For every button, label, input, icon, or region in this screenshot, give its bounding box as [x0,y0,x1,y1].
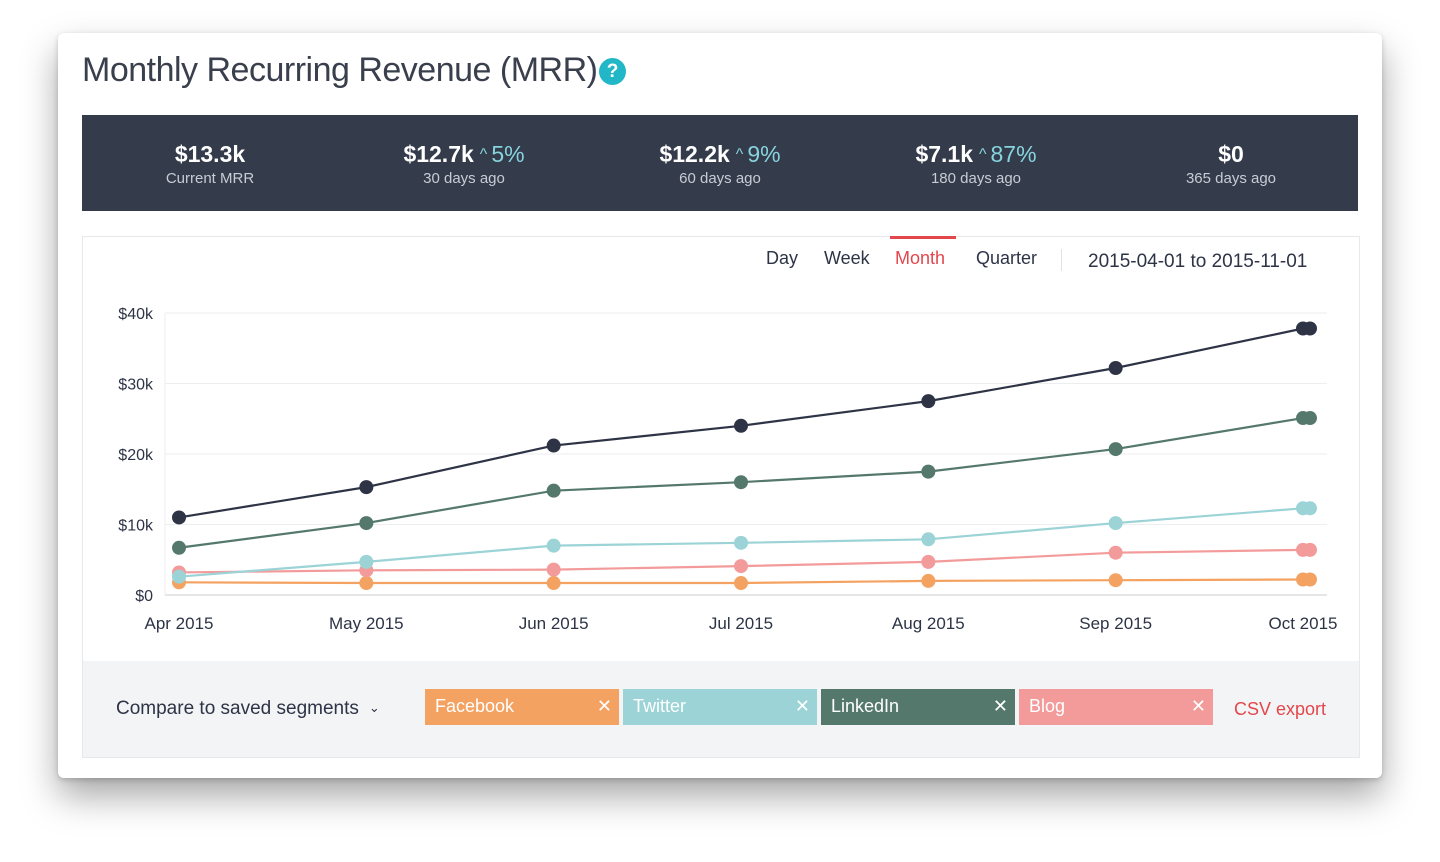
csv-export-link[interactable]: CSV export [1234,699,1327,719]
period-month[interactable]: Month [895,248,946,268]
data-point [172,510,186,525]
stat-label: 180 days ago [930,170,1022,187]
data-point [1108,516,1123,531]
caret-up-icon: ^ [979,146,987,163]
stat-value: $0 [1218,141,1244,167]
data-point [734,576,748,591]
data-point [1108,545,1123,560]
remove-segment-icon[interactable]: ✕ [1190,696,1206,716]
x-tick-label: Aug 2015 [892,614,965,633]
data-point-end [1303,321,1317,336]
caret-up-icon: ^ [735,146,744,163]
data-point [359,516,374,531]
y-tick-label: $10k [118,518,154,535]
stat-change: 5% [491,141,525,167]
data-point [1108,360,1123,375]
x-tick-label: Oct 2015 [1269,614,1338,633]
stat-365-days: $0 365 days ago [1111,141,1351,187]
data-point-end [1303,542,1317,557]
segment-label: Facebook [435,696,515,716]
data-point-end [1303,411,1317,426]
data-point [359,480,374,495]
y-tick-label: $40k [118,306,154,323]
page-title: Monthly Recurring Revenue (MRR) [82,51,598,89]
segment-tag-blog[interactable]: Blog ✕ [1019,689,1213,725]
x-tick-label: Jun 2015 [519,614,589,633]
data-point [546,438,561,453]
stat-180-days: $7.1k ^ 87% 180 days ago [856,141,1096,187]
stat-30-days: $12.7k ^ 5% 30 days ago [344,141,584,187]
stat-value: $12.7k [403,141,474,167]
compare-segments-dropdown[interactable]: Compare to saved segments ⌄ [116,698,380,720]
segment-label: Twitter [633,696,687,716]
data-point [734,475,748,490]
segment-tag-facebook[interactable]: Facebook ✕ [425,689,619,725]
data-point [921,532,936,547]
stat-current-mrr: $13.3k Current MRR [90,141,330,187]
data-point [734,559,748,574]
segment-label: LinkedIn [831,696,900,716]
segment-tag-twitter[interactable]: Twitter ✕ [623,689,817,725]
y-tick-label: $0 [135,588,153,605]
help-icon[interactable]: ? [599,58,626,85]
data-point [1108,442,1123,457]
segments-footer: Compare to saved segments ⌄ Facebook ✕ Tw… [83,661,1359,757]
stat-label: Current MRR [165,170,255,187]
chevron-down-icon: ⌄ [368,700,380,715]
data-point [921,573,936,588]
data-point [172,569,186,584]
stat-change: 9% [747,141,781,167]
chart-panel: Day Week Month Quarter 2015-04-01 to 201… [82,236,1360,758]
period-quarter[interactable]: Quarter [976,248,1038,268]
y-tick-label: $20k [118,447,154,464]
x-tick-label: Jul 2015 [709,614,773,633]
compare-label: Compare to saved segments [116,698,359,719]
stat-value: $13.3k [174,141,246,167]
data-point [921,394,936,409]
mrr-line-chart: $0 $10k $20k $30k $40k Apr 2015 May 2015 Jun 20… [118,306,1338,633]
remove-segment-icon[interactable]: ✕ [992,696,1008,716]
data-point [359,554,374,569]
stat-60-days: $12.2k ^ 9% 60 days ago [600,141,840,187]
segment-tag-linkedin[interactable]: LinkedIn ✕ [821,689,1015,725]
data-point [546,538,561,553]
data-point [1108,573,1123,588]
data-point [921,554,936,569]
period-week[interactable]: Week [824,248,870,268]
data-point [734,418,748,433]
period-selector: Day Week Month Quarter 2015-04-01 to 201… [83,236,1359,287]
x-tick-label: Sep 2015 [1079,614,1152,633]
stat-label: 365 days ago [1185,170,1277,187]
data-point [546,483,561,498]
data-point-end [1303,572,1317,587]
data-point [546,562,561,577]
caret-up-icon: ^ [479,146,488,163]
stat-change: 87% [990,141,1037,167]
stat-value: $12.2k [659,141,730,167]
mrr-card: Monthly Recurring Revenue (MRR) ? $13.3k… [58,33,1382,778]
divider [1061,249,1062,271]
remove-segment-icon[interactable]: ✕ [794,696,810,716]
stats-bar: $13.3k Current MRR $12.7k ^ 5% 30 days ago… [82,115,1358,211]
stat-value: $7.1k [915,141,973,167]
x-tick-label: Apr 2015 [145,614,214,633]
data-point [546,576,561,591]
data-point-end [1303,501,1317,516]
y-tick-label: $30k [118,377,154,394]
data-point [359,576,374,591]
data-point [734,535,748,550]
segment-label: Blog [1029,696,1066,716]
stat-label: 60 days ago [679,170,761,187]
date-range[interactable]: 2015-04-01 to 2015-11-01 [1088,251,1308,272]
x-tick-label: May 2015 [329,614,404,633]
stat-label: 30 days ago [423,170,505,187]
period-day[interactable]: Day [766,248,799,268]
data-point [921,464,936,479]
active-period-indicator [890,236,956,239]
data-point [172,540,186,555]
remove-segment-icon[interactable]: ✕ [596,696,612,716]
